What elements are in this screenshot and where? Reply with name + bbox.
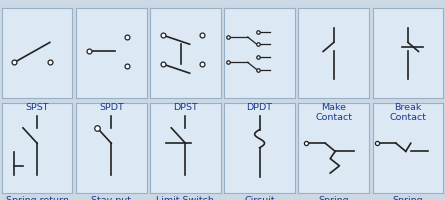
Text: Spring
Return 3: Spring Return 3 [388, 195, 429, 200]
Text: SPDT: SPDT [99, 102, 124, 111]
Text: SPST: SPST [25, 102, 49, 111]
Text: DPDT: DPDT [247, 102, 273, 111]
Text: Limit Switch: Limit Switch [157, 195, 214, 200]
Text: Spring return: Spring return [6, 195, 69, 200]
Text: Circuit
Breaker: Circuit Breaker [241, 195, 278, 200]
Text: Spring
Return 2: Spring Return 2 [313, 195, 354, 200]
Text: Make
Contact: Make Contact [315, 102, 352, 121]
Text: Break
Contact: Break Contact [389, 102, 426, 121]
Text: DPST: DPST [173, 102, 198, 111]
Text: Stay put: Stay put [91, 195, 131, 200]
